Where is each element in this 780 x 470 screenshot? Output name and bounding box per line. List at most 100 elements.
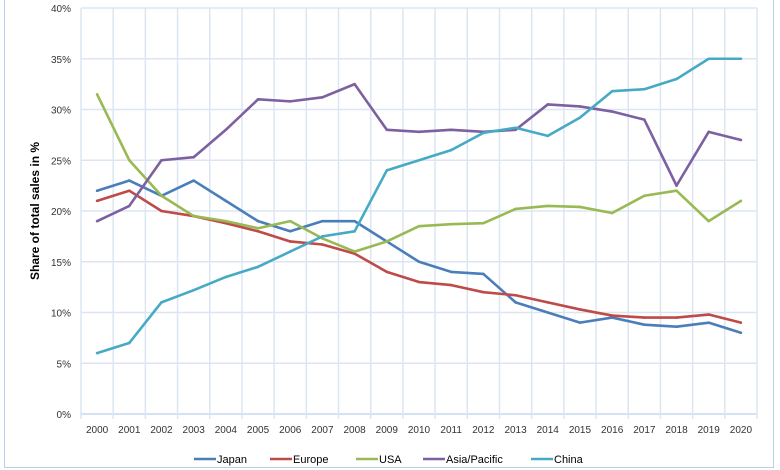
data-point [449,270,453,274]
legend: Japan Europe USA Asia/Pacific China [194,454,584,466]
data-point [224,275,228,279]
data-point [546,311,550,314]
data-point [707,57,711,61]
data-point [610,314,614,317]
data-point [707,313,711,316]
y-tick-label: 35% [51,55,71,66]
legend-label: Asia/Pacific [446,454,503,466]
data-point [353,219,356,223]
data-point [643,118,646,121]
data-point [675,77,678,81]
data-point [160,301,163,304]
y-tick-label: 5% [57,359,72,370]
data-point [192,179,195,182]
x-tick-label: 2013 [504,425,527,436]
data-point [578,308,582,311]
x-tick-label: 2000 [86,425,109,436]
data-point [127,341,131,345]
data-point [610,316,614,319]
data-point [256,265,260,269]
data-point [675,325,678,329]
data-point [321,235,324,238]
data-point [288,219,292,223]
data-point [288,230,292,233]
series-line-china [96,57,741,355]
data-point [514,207,517,211]
data-point [610,211,614,215]
data-point [256,98,260,101]
x-tick-label: 2002 [150,425,173,436]
data-point [353,82,356,86]
x-tick-label: 2020 [730,425,753,436]
data-point [514,126,517,130]
data-point [224,128,228,132]
x-tick-label: 2003 [183,425,206,436]
x-tick-label: 2009 [376,425,399,436]
x-tick-label: 2014 [537,425,560,436]
data-point [224,219,228,223]
data-point [95,219,99,223]
data-point [610,89,614,93]
y-tick-label: 40% [51,4,71,15]
data-point [449,222,453,226]
x-tick-label: 2011 [440,425,462,436]
data-point [160,194,163,198]
data-point [643,87,646,91]
x-tick-label: 2010 [408,425,431,436]
series-line-japan [96,179,742,335]
data-point [739,199,743,203]
x-tick-labels: 2000 2001 2002 2003 2004 2005 2006 2007 2008 2009… [86,425,752,436]
data-point [160,209,163,213]
data-point [675,316,678,319]
data-point [127,204,131,208]
data-point [546,103,550,106]
data-point [160,158,163,162]
x-tick-label: 2015 [569,425,592,436]
data-point [578,105,582,108]
data-point [192,214,195,218]
y-tick-label: 25% [51,156,71,167]
y-tick-label: 15% [51,258,71,269]
x-tick-label: 2007 [311,425,334,436]
x-tick-label: 2006 [279,425,302,436]
data-point [95,199,99,203]
data-point [739,57,743,61]
data-point [417,260,421,264]
data-point [643,194,646,198]
chart-frame [4,0,774,468]
data-point [482,272,485,276]
data-point [95,351,99,355]
x-tick-label: 2008 [343,425,366,436]
y-tick-label: 30% [51,106,71,117]
data-point [127,189,131,192]
data-point [288,250,292,253]
y-tick-labels: 0% 5% 10% 15% 20% 25% 30% 35% 40% [51,4,71,421]
data-point [514,301,517,304]
data-point [643,316,646,319]
x-tick-label: 2001 [118,425,141,436]
data-point [224,199,228,203]
data-point [546,204,550,208]
data-point [353,230,356,233]
x-tick-label: 2005 [247,425,270,436]
data-point [256,226,260,230]
legend-label: Europe [293,454,328,466]
data-point [449,283,453,287]
data-point [707,130,711,134]
data-point [95,92,99,96]
data-point [417,130,421,134]
data-point [256,219,260,223]
data-point [385,270,389,274]
data-point [256,230,260,233]
data-point [127,158,131,162]
data-point [321,219,324,223]
legend-label: China [554,454,584,466]
data-point [482,290,485,294]
data-point [321,96,324,99]
legend-label: USA [379,454,402,466]
x-tick-label: 2017 [633,425,656,436]
data-point [417,224,421,228]
y-tick-label: 20% [51,207,71,218]
data-point [578,321,582,324]
